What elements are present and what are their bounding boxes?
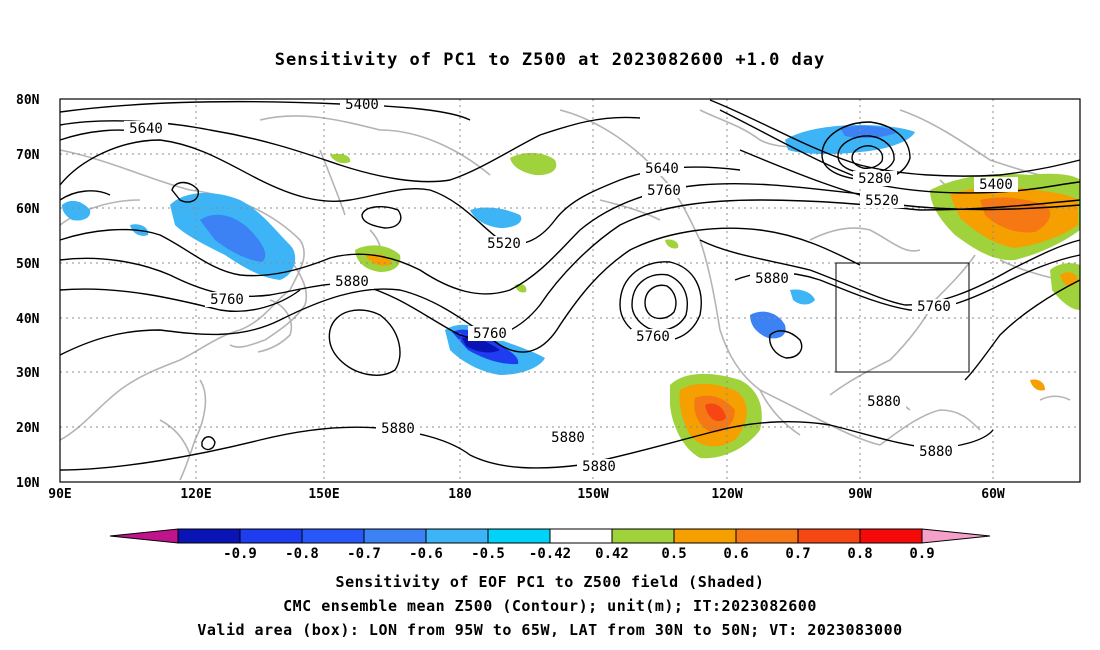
svg-text:5880: 5880 <box>755 271 789 287</box>
colorbar-segment <box>363 528 427 544</box>
lat-axis-labels: 80N 70N 60N 50N 40N 30N 20N 10N <box>16 93 40 491</box>
grid-lines <box>60 99 1080 482</box>
chart-title: Sensitivity of PC1 to Z500 at 2023082600… <box>274 50 826 70</box>
lat-label: 70N <box>16 148 40 163</box>
colorbar-segment <box>487 528 551 544</box>
contour-label: 5400 <box>974 177 1018 193</box>
svg-text:5760: 5760 <box>917 299 951 315</box>
contour-label: 5640 <box>124 121 168 137</box>
svg-text:5760: 5760 <box>473 326 507 342</box>
colorbar: -0.9 -0.8 -0.7 -0.6 -0.5 -0.42 0.42 0.5 0.6 0.7 0.… <box>109 528 991 560</box>
svg-text:5640: 5640 <box>645 161 679 177</box>
lat-label: 30N <box>16 366 40 381</box>
colorbar-segment <box>177 528 241 544</box>
colorbar-label: 0.9 <box>909 546 934 560</box>
lon-axis-labels: 90E 120E 150E 180 150W 120W 90W 60W <box>48 487 1005 502</box>
lon-label: 60W <box>981 487 1005 502</box>
colorbar-label: -0.8 <box>285 546 319 560</box>
colorbar-label: 0.5 <box>661 546 686 560</box>
lat-label: 60N <box>16 202 40 217</box>
contour-label: 5760 <box>631 329 675 345</box>
contour-label: 5520 <box>860 193 904 209</box>
colorbar-under-triangle <box>109 528 179 544</box>
svg-text:5520: 5520 <box>865 193 899 209</box>
svg-text:5880: 5880 <box>381 421 415 437</box>
lon-label: 150W <box>577 487 608 502</box>
lon-label: 150E <box>308 487 339 502</box>
colorbar-label: 0.7 <box>785 546 810 560</box>
colorbar-segment <box>673 528 737 544</box>
colorbar-label: 0.6 <box>723 546 748 560</box>
contour-label: 5880 <box>577 459 621 475</box>
map-frame <box>59 98 1081 483</box>
colorbar-segment <box>735 528 799 544</box>
contour-label: 5760 <box>468 326 512 342</box>
colorbar-segment <box>797 528 861 544</box>
caption-shaded: Sensitivity of EOF PC1 to Z500 field (Sh… <box>335 573 765 591</box>
valid-area-box <box>835 262 970 373</box>
contour-label: 5640 <box>640 161 684 177</box>
lat-label: 20N <box>16 421 40 436</box>
svg-text:5880: 5880 <box>867 394 901 410</box>
svg-text:5280: 5280 <box>858 171 892 187</box>
contour-label: 5880 <box>376 421 420 437</box>
lat-label: 80N <box>16 93 40 108</box>
lon-label: 120E <box>180 487 211 502</box>
colorbar-segment <box>549 528 613 544</box>
colorbar-segment <box>859 528 923 544</box>
colorbar-over-triangle <box>921 528 991 544</box>
colorbar-label: -0.42 <box>529 546 571 560</box>
sensitivity-map: 5400 5640 5520 5640 5760 5280 5520 5400 … <box>16 93 1081 560</box>
contour-label: 5280 <box>853 171 897 187</box>
svg-text:5760: 5760 <box>210 292 244 308</box>
contour-label: 5760 <box>642 183 686 199</box>
contour-label: 5880 <box>862 394 906 410</box>
colorbar-segment <box>611 528 675 544</box>
caption-valid-area: Valid area (box): LON from 95W to 65W, L… <box>197 621 903 639</box>
contour-label-group: 5400 5640 5520 5640 5760 5280 5520 5400 … <box>124 97 1018 475</box>
colorbar-label: -0.6 <box>409 546 443 560</box>
lat-label: 50N <box>16 257 40 272</box>
svg-text:5640: 5640 <box>129 121 163 137</box>
svg-text:5880: 5880 <box>551 430 585 446</box>
colorbar-label: -0.9 <box>223 546 257 560</box>
contour-label: 5520 <box>482 236 526 252</box>
svg-text:5760: 5760 <box>647 183 681 199</box>
svg-text:5760: 5760 <box>636 329 670 345</box>
lon-label: 120W <box>711 487 742 502</box>
colorbar-label: 0.8 <box>847 546 872 560</box>
contour-label: 5400 <box>340 97 384 113</box>
lon-label: 90E <box>48 487 71 502</box>
contour-label: 5880 <box>914 444 958 460</box>
svg-text:5880: 5880 <box>582 459 616 475</box>
colorbar-label: -0.7 <box>347 546 381 560</box>
colorbar-label: 0.42 <box>595 546 629 560</box>
svg-text:5400: 5400 <box>979 177 1013 193</box>
contour-label: 5880 <box>546 430 590 446</box>
lon-label: 180 <box>448 487 472 502</box>
colorbar-segment <box>425 528 489 544</box>
contour-label: 5880 <box>330 274 374 290</box>
caption-contour: CMC ensemble mean Z500 (Contour); unit(m… <box>283 597 817 615</box>
colorbar-segment <box>239 528 303 544</box>
map-background <box>60 99 1080 482</box>
colorbar-segment <box>301 528 365 544</box>
lon-label: 90W <box>848 487 872 502</box>
contour-label: 5760 <box>912 299 956 315</box>
contour-label: 5760 <box>205 292 249 308</box>
colorbar-label: -0.5 <box>471 546 505 560</box>
contour-label: 5880 <box>750 271 794 287</box>
lat-label: 40N <box>16 312 40 327</box>
lat-label: 10N <box>16 476 40 491</box>
svg-text:5880: 5880 <box>335 274 369 290</box>
svg-text:5880: 5880 <box>919 444 953 460</box>
svg-text:5400: 5400 <box>345 97 379 113</box>
shaded-regions <box>62 125 1080 459</box>
svg-text:5520: 5520 <box>487 236 521 252</box>
